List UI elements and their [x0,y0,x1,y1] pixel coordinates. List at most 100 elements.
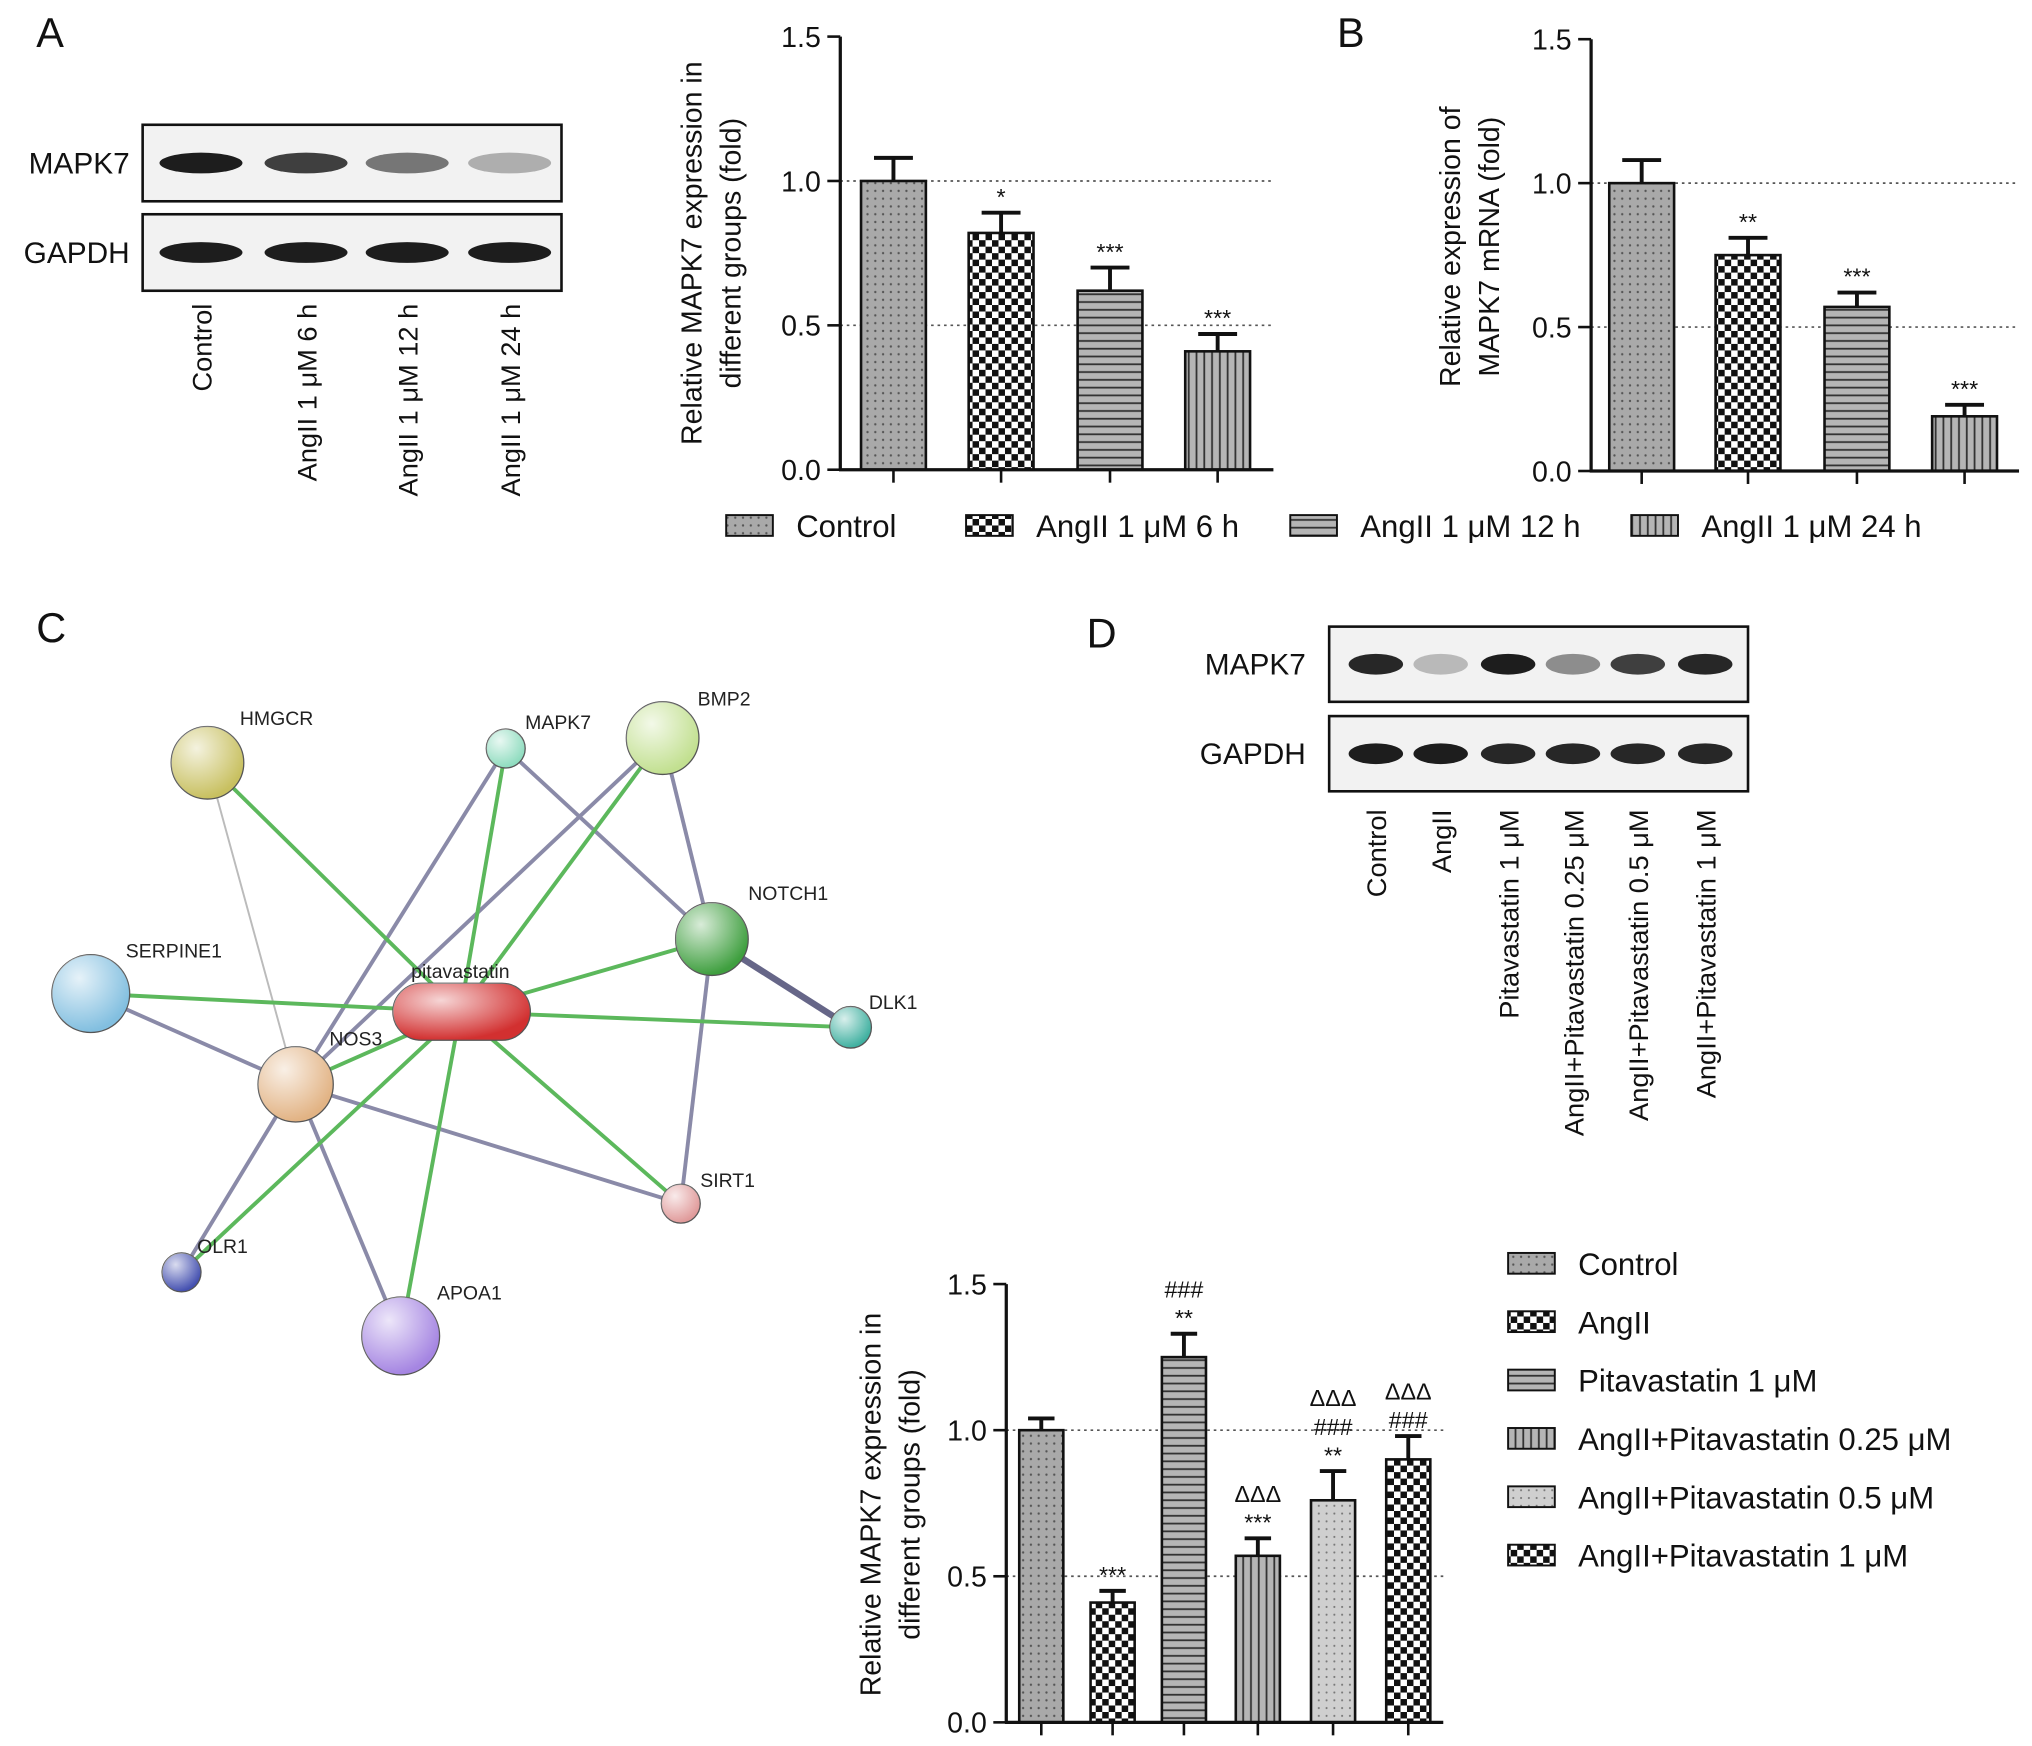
significance-mark: ### [1314,1414,1353,1440]
band [1677,743,1733,765]
node-label: SIRT1 [700,1170,755,1192]
significance-mark: ΔΔΔ [1234,1481,1281,1507]
blot-label: MAPK7 [1205,649,1306,682]
significance-mark: ** [1324,1442,1342,1468]
y-tick-label: 0.5 [781,311,821,343]
legend-label: AngII 1 μM 12 h [1360,509,1580,544]
significance-mark: ### [1164,1276,1203,1302]
lane-label: AngII [1426,809,1457,873]
bar [1823,305,1891,473]
bar [1384,1458,1432,1724]
y-tick-label: 1.0 [781,166,821,198]
bar [1714,253,1782,473]
band [1545,653,1601,675]
band [159,152,243,174]
legend-swatch [1507,1251,1556,1275]
band [1413,743,1468,765]
legend-swatch [1507,1427,1556,1450]
legend-label: AngII 1 μM 24 h [1701,509,1921,544]
band [1348,743,1404,765]
node-label: NOS3 [329,1028,382,1050]
y-tick-label: 0.5 [1532,312,1572,344]
y-tick-label: 1.5 [947,1269,987,1301]
significance-mark: *** [1843,264,1870,290]
node-label: MAPK7 [525,712,591,734]
bar [859,179,928,472]
legend-swatch [965,514,1014,537]
band [1413,653,1468,675]
bar [1607,181,1676,473]
y-axis-label: Relative expression of [1435,106,1467,387]
legend-label: Pitavastatin 1 μM [1578,1364,1817,1399]
lane-label: AngII+Pitavastatin 0.25 μM [1558,809,1589,1136]
significance-mark: ** [1739,209,1757,235]
band [365,242,449,263]
legend-label: AngII 1 μM 6 h [1036,509,1239,544]
legend-label: Control [1578,1247,1678,1282]
blot-label: GAPDH [1200,738,1306,771]
node-label: NOTCH1 [748,883,828,905]
bar [1930,415,1999,473]
y-tick-label: 1.0 [1532,169,1572,201]
significance-mark: * [997,184,1006,210]
y-tick-label: 0.0 [947,1708,987,1740]
band [1677,653,1733,675]
legend-swatch [1289,514,1338,537]
bar [1234,1554,1282,1724]
blot-label: GAPDH [24,237,130,270]
lane-label: AngII+Pitavastatin 0.5 μM [1623,809,1654,1120]
legend-label: AngII+Pitavastatin 0.5 μM [1578,1480,1934,1515]
node-label: OLR1 [197,1236,248,1258]
node-label: pitavastatin [411,961,509,983]
node-label: HMGCR [240,708,313,730]
legend-label: AngII [1578,1305,1651,1340]
legend-swatch [1630,514,1679,537]
bar [1160,1355,1208,1724]
band [1348,653,1404,675]
band [1480,653,1536,675]
band [264,152,348,174]
lane-label: AngII 1 μM 6 h [291,304,322,482]
band [468,152,552,174]
bar [1089,1601,1136,1724]
significance-mark: *** [1096,239,1123,265]
significance-mark: ### [1389,1407,1428,1433]
lane-label: Control [186,304,217,392]
band [468,242,552,263]
y-axis-label: Relative MAPK7 expression in [855,1313,887,1697]
legend-swatch [1507,1310,1556,1334]
node-label: BMP2 [698,689,751,711]
bar [1017,1428,1065,1724]
lane-label: AngII 1 μM 12 h [393,304,424,497]
y-axis-label: MAPK7 mRNA (fold) [1474,117,1506,377]
y-tick-label: 0.5 [947,1562,987,1594]
panel-letter: C [36,604,66,651]
y-axis-label: Relative MAPK7 expression in [677,61,709,445]
panel-letter: D [1087,609,1117,656]
bar [1076,289,1144,472]
legend-swatch [1507,1368,1556,1392]
significance-mark: *** [1204,305,1231,331]
y-axis-label: different groups (fold) [894,1369,926,1640]
bar [1309,1498,1357,1724]
lane-label: Pitavastatin 1 μM [1493,809,1524,1018]
legend-label: AngII+Pitavastatin 0.25 μM [1578,1422,1951,1457]
y-axis-label: different groups (fold) [715,118,747,389]
y-tick-label: 1.5 [781,22,821,54]
node-label: DLK1 [869,992,918,1014]
band [1610,743,1666,765]
blot-label: MAPK7 [29,147,130,180]
legend-swatch [1507,1543,1556,1567]
bar [967,231,1035,472]
bar [1183,350,1252,472]
band [159,242,243,263]
band [1480,743,1536,765]
legend-swatch [1507,1485,1556,1509]
y-tick-label: 1.5 [1532,25,1572,57]
significance-mark: ** [1175,1305,1193,1331]
network [51,701,873,1376]
significance-mark: ΔΔΔ [1310,1385,1357,1411]
node-label: SERPINE1 [126,940,222,962]
node-label: APOA1 [437,1283,502,1305]
